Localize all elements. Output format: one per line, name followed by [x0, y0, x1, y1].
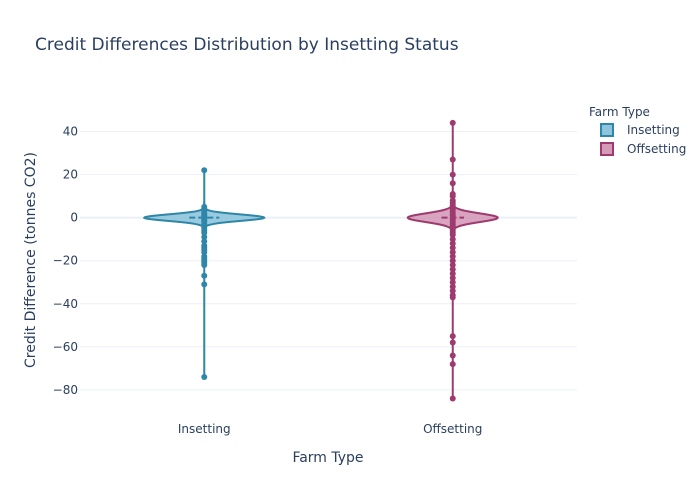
data-point: [449, 352, 456, 359]
x-tick-labels: Insetting Offsetting: [178, 422, 483, 436]
y-axis-title: Credit Difference (tonnes CO2): [23, 152, 39, 368]
data-point: [449, 180, 456, 187]
data-point: [449, 283, 456, 290]
data-point: [449, 231, 456, 238]
legend-swatch: [600, 123, 614, 137]
data-point: [449, 287, 456, 294]
chart-title: Credit Differences Distribution by Inset…: [35, 35, 459, 55]
violins: [142, 119, 499, 402]
data-point: [449, 266, 456, 273]
data-point: [449, 244, 456, 251]
data-point: [201, 374, 208, 381]
data-point: [449, 236, 456, 243]
data-point: [201, 167, 208, 174]
legend-swatch: [600, 142, 614, 156]
data-point: [201, 229, 208, 236]
data-point: [201, 234, 208, 241]
y-tick-label: 0: [70, 211, 78, 225]
data-point: [449, 253, 456, 260]
legend-item-insetting[interactable]: Insetting: [600, 123, 680, 137]
data-point: [201, 281, 208, 288]
x-tick-label: Offsetting: [423, 422, 482, 436]
data-point: [449, 270, 456, 277]
violin-offsetting: [406, 119, 499, 402]
data-point: [449, 193, 456, 200]
legend-label: Offsetting: [627, 142, 686, 156]
data-point: [449, 119, 456, 126]
data-point: [201, 262, 208, 269]
data-point: [449, 240, 456, 247]
y-tick-label: −60: [53, 340, 78, 354]
y-tick-label: −20: [53, 254, 78, 268]
data-point: [449, 262, 456, 269]
legend: Farm Type Insetting Offsetting: [589, 105, 686, 156]
data-point: [449, 333, 456, 340]
legend-label: Insetting: [627, 123, 680, 137]
y-tick-label: −40: [53, 297, 78, 311]
y-tick-label: 20: [63, 168, 78, 182]
y-tick-label: 40: [63, 125, 78, 139]
data-point: [449, 361, 456, 368]
legend-item-offsetting[interactable]: Offsetting: [600, 142, 686, 156]
data-point: [449, 171, 456, 178]
legend-title: Farm Type: [589, 105, 650, 119]
data-point: [449, 294, 456, 301]
data-point: [201, 272, 208, 279]
y-tick-labels: 40 20 0 −20 −40 −60 −80: [53, 125, 78, 397]
data-point: [201, 238, 208, 245]
data-point: [449, 257, 456, 264]
x-tick-label: Insetting: [178, 422, 231, 436]
violin-insetting: [142, 167, 266, 381]
data-point: [449, 279, 456, 286]
data-point: [201, 249, 208, 256]
data-point: [449, 249, 456, 256]
x-axis-title: Farm Type: [292, 450, 363, 466]
grid-lines: [80, 131, 577, 391]
y-tick-label: −80: [53, 383, 78, 397]
data-point: [449, 274, 456, 281]
data-point: [449, 339, 456, 346]
data-point: [449, 156, 456, 163]
data-point: [449, 395, 456, 402]
